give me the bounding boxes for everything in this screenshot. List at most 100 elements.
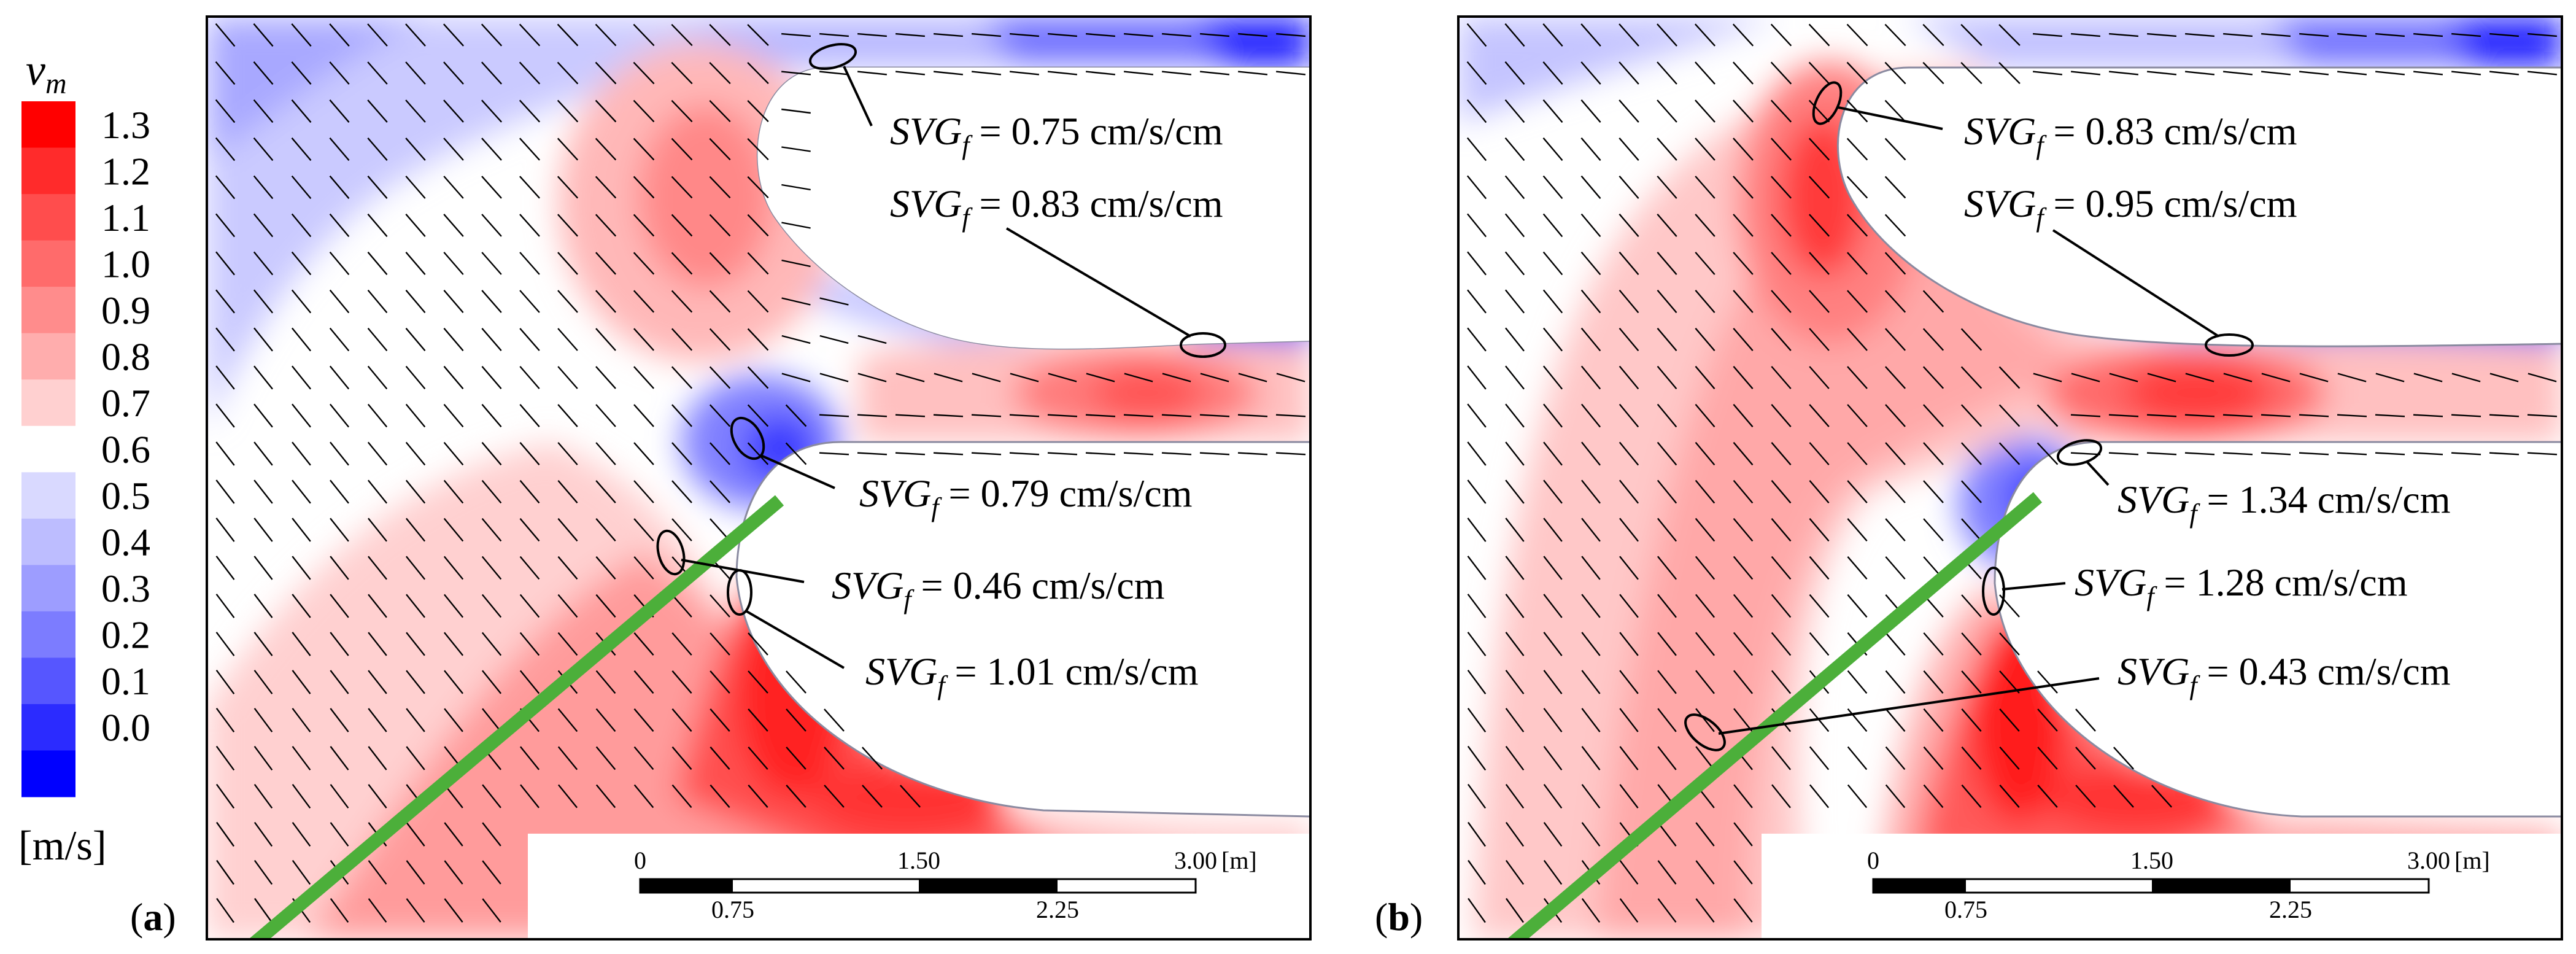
velocity-vector	[1885, 366, 1906, 389]
velocity-vector	[1733, 366, 1754, 389]
velocity-vector	[1695, 822, 1715, 847]
velocity-vector	[1771, 290, 1792, 313]
velocity-vector	[633, 784, 654, 809]
velocity-vector	[215, 479, 235, 504]
velocity-vector	[292, 859, 311, 885]
velocity-vector	[671, 23, 693, 47]
velocity-vector	[2037, 708, 2058, 732]
velocity-vector	[2071, 373, 2100, 382]
velocity-vector	[2223, 33, 2253, 37]
velocity-vector	[671, 442, 692, 465]
velocity-vector	[2036, 442, 2059, 465]
velocity-vector	[1885, 556, 1906, 580]
velocity-vector	[1808, 23, 1830, 47]
velocity-vector	[482, 784, 501, 809]
velocity-vector	[1999, 785, 2020, 808]
velocity-vector	[1505, 859, 1525, 885]
velocity-vector	[862, 785, 883, 808]
velocity-vector	[292, 746, 311, 770]
velocity-vector	[367, 289, 388, 314]
velocity-vector	[2108, 452, 2139, 456]
velocity-vector	[1733, 252, 1754, 275]
velocity-vector	[329, 137, 350, 161]
velocity-vector	[1505, 783, 1525, 809]
velocity-vector	[557, 518, 578, 542]
svg-text:0: 0	[634, 847, 646, 874]
velocity-vector	[519, 252, 540, 275]
velocity-vector	[857, 414, 888, 417]
velocity-vector	[1961, 784, 1982, 809]
velocity-vector	[2489, 452, 2520, 456]
velocity-vector	[710, 670, 730, 694]
velocity-vector	[1542, 61, 1563, 85]
velocity-vector	[368, 556, 387, 580]
velocity-vector	[519, 99, 541, 123]
colorbar-swatch	[21, 240, 75, 287]
velocity-vector	[367, 251, 388, 276]
velocity-vector	[367, 99, 388, 123]
svg-text:3.00: 3.00	[2407, 847, 2450, 874]
velocity-vector	[1543, 783, 1563, 809]
velocity-vector	[291, 213, 312, 238]
velocity-vector	[1999, 632, 2020, 656]
velocity-vector	[595, 556, 616, 580]
velocity-vector	[519, 366, 540, 389]
velocity-vector	[633, 746, 654, 770]
velocity-vector	[1505, 670, 1525, 694]
velocity-vector	[253, 859, 273, 885]
colorbar-tick-label: 0.5	[101, 474, 150, 518]
velocity-vector	[1542, 213, 1563, 238]
velocity-vector	[1580, 289, 1601, 314]
annotation-b-3: SVGf = 1.28 cm/s/cm	[2075, 560, 2407, 611]
annotations-a: SVGf = 0.75 cm/s/cm SVGf = 0.83 cm/s/cm …	[832, 109, 1223, 700]
velocity-vector	[1922, 23, 1944, 47]
velocity-vector	[2222, 452, 2253, 456]
velocity-vector	[1885, 784, 1906, 809]
velocity-vector	[557, 746, 578, 770]
velocity-vector	[253, 441, 273, 466]
velocity-vector	[709, 366, 731, 389]
velocity-vector	[1695, 23, 1715, 47]
velocity-vector	[1276, 373, 1305, 382]
velocity-vector	[1085, 71, 1116, 76]
velocity-vector	[1657, 860, 1677, 885]
velocity-vector	[1961, 518, 1982, 541]
velocity-vector	[1657, 61, 1677, 85]
velocity-vector	[633, 632, 654, 656]
annotation-a-1: SVGf = 0.83 cm/s/cm	[890, 182, 1223, 233]
velocity-vector	[1884, 138, 1906, 161]
velocity-vector	[1923, 442, 1944, 465]
velocity-vector	[1619, 784, 1639, 809]
velocity-vector	[1466, 213, 1487, 238]
velocity-vector	[330, 632, 349, 656]
velocity-vector	[1619, 632, 1639, 656]
velocity-vector	[481, 556, 502, 580]
velocity-vector	[1505, 594, 1525, 618]
velocity-vector	[862, 747, 883, 770]
velocity-vector	[1923, 518, 1944, 541]
velocity-vector	[1809, 518, 1830, 542]
velocity-vector	[1960, 61, 1982, 85]
velocity-vector	[1467, 251, 1487, 276]
velocity-vector	[368, 594, 387, 618]
velocity-vector	[2451, 71, 2481, 76]
velocity-vector	[633, 708, 654, 732]
velocity-vector	[2451, 414, 2481, 417]
velocity-vector	[633, 404, 654, 427]
velocity-vector	[1009, 452, 1040, 456]
velocity-vector	[406, 860, 425, 885]
velocity-vector	[329, 327, 350, 352]
velocity-vector	[1771, 252, 1792, 275]
colorbar-tick-label: 0.7	[101, 381, 150, 425]
velocity-vector	[1960, 24, 1982, 46]
colorbar-tick-label: 0.0	[101, 706, 150, 750]
velocity-vector	[1161, 414, 1192, 417]
velocity-vector	[709, 404, 731, 427]
velocity-vector	[710, 480, 730, 503]
annotation-a-0: SVGf = 0.75 cm/s/cm	[890, 109, 1223, 160]
velocity-vector	[1086, 373, 1115, 382]
velocity-vector	[1998, 404, 2021, 427]
annotations-b: SVGf = 0.83 cm/s/cm SVGf = 0.95 cm/s/cm …	[1964, 109, 2450, 700]
velocity-vector	[2337, 373, 2367, 382]
